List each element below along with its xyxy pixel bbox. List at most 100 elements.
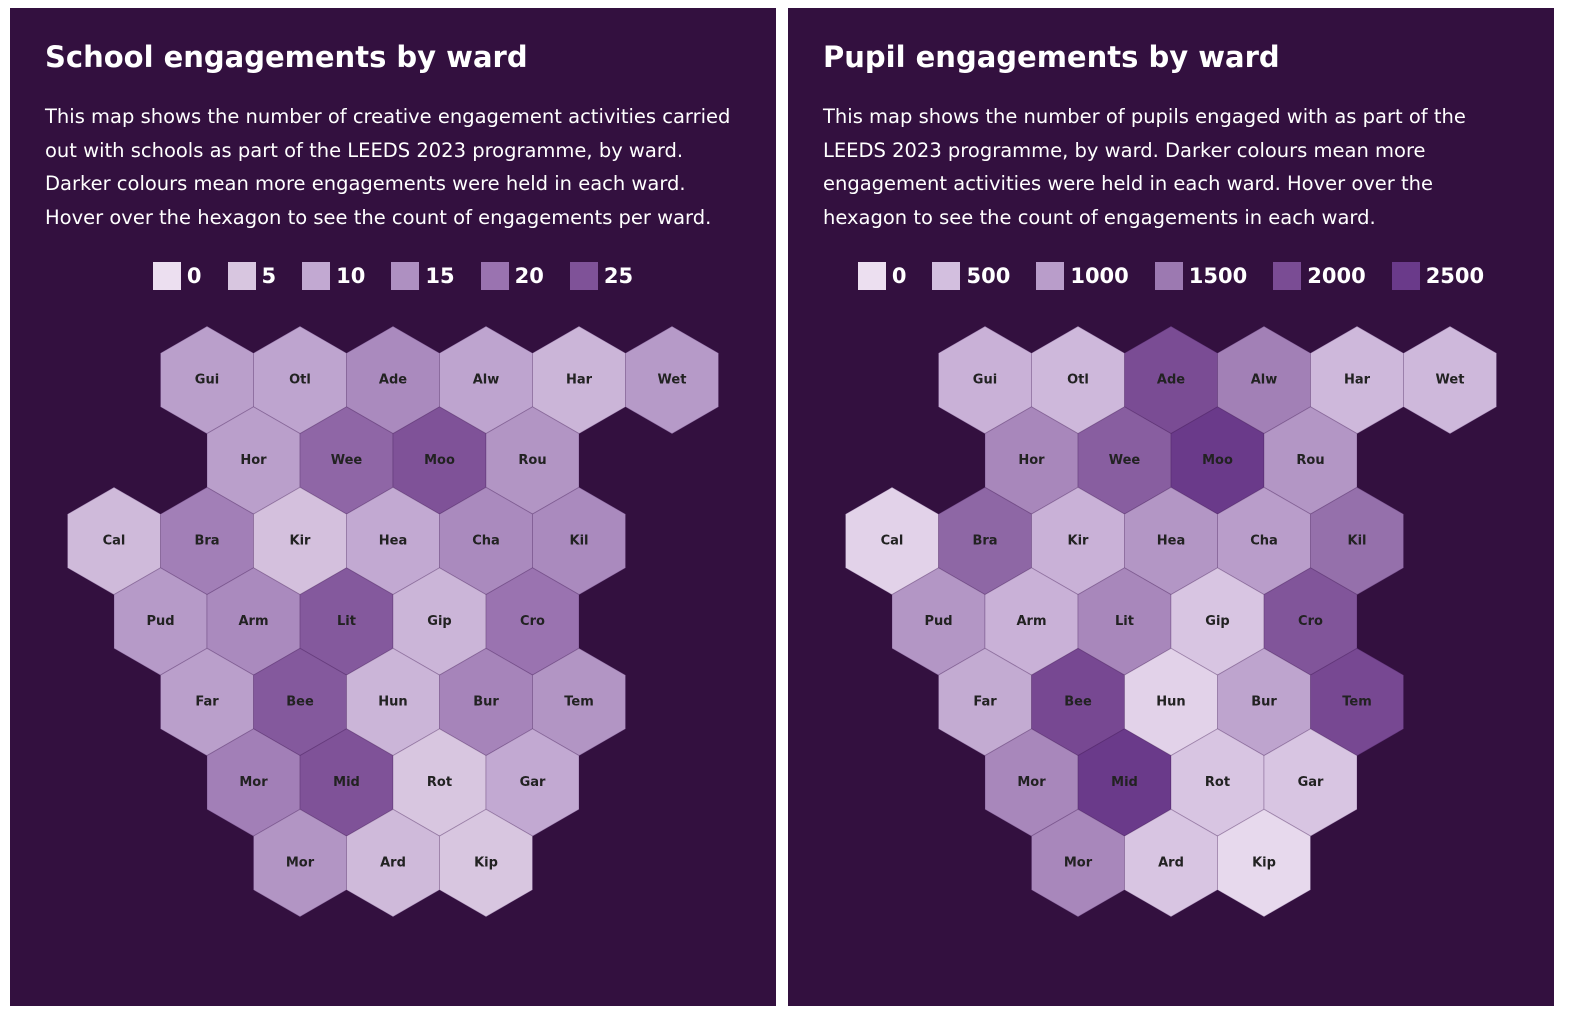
legend-label: 10 bbox=[336, 264, 366, 288]
chart-title: Pupil engagements by ward bbox=[823, 40, 1280, 74]
ward-label: Hor bbox=[1018, 453, 1045, 468]
legend-label: 2000 bbox=[1307, 264, 1366, 288]
ward-label: Wee bbox=[1109, 453, 1141, 468]
legend-label: 1000 bbox=[1070, 264, 1129, 288]
panel: Gui Otl Ade Alw Har Wet Hor Wee Moo Rou Cal Bra Kir H… bbox=[788, 8, 1554, 1006]
legend-item: 0 bbox=[857, 262, 907, 290]
legend-label: 0 bbox=[186, 264, 202, 288]
ward-label: Mor bbox=[239, 775, 268, 790]
legend-item: 2500 bbox=[1391, 262, 1485, 290]
legend-item: 1500 bbox=[1154, 262, 1248, 290]
ward-label: Lit bbox=[1115, 614, 1134, 629]
legend-item: 10 bbox=[302, 262, 365, 290]
ward-label: Kir bbox=[1068, 534, 1090, 549]
ward-label: Wet bbox=[658, 373, 687, 388]
hex-map: Gui Otl Ade Alw Har Wet Hor Wee Moo Rou Cal Bra Kir H… bbox=[67, 325, 719, 918]
hexagon bbox=[1217, 808, 1311, 918]
legend-label: 20 bbox=[514, 264, 544, 288]
ward-label: Bur bbox=[1251, 695, 1277, 710]
ward-label: Pud bbox=[146, 614, 174, 629]
ward-label: Cal bbox=[881, 534, 904, 549]
legend: 0 500 1000 1500 2000 2500 bbox=[788, 262, 1554, 290]
ward-label: Har bbox=[1344, 373, 1371, 388]
legend-swatch bbox=[227, 262, 256, 290]
ward-label: Rot bbox=[427, 775, 452, 790]
hexagon bbox=[439, 808, 533, 918]
legend-swatch bbox=[480, 262, 509, 290]
legend-label: 15 bbox=[425, 264, 455, 288]
ward-label: Mor bbox=[1064, 856, 1093, 871]
ward-label: Kil bbox=[570, 534, 589, 549]
legend-item: 20 bbox=[480, 262, 544, 290]
ward-label: Cha bbox=[1250, 534, 1278, 549]
ward-label: Rot bbox=[1205, 775, 1230, 790]
ward-label: Lit bbox=[337, 614, 356, 629]
ward-label: Kip bbox=[1252, 856, 1276, 871]
legend-item: 15 bbox=[391, 262, 455, 290]
legend-label: 5 bbox=[261, 264, 277, 288]
ward-label: Hea bbox=[1157, 534, 1185, 549]
ward-label: Gar bbox=[520, 775, 546, 790]
ward-label: Kil bbox=[1348, 534, 1367, 549]
legend-swatch bbox=[391, 262, 420, 290]
hexagon bbox=[625, 325, 719, 435]
ward-label: Bur bbox=[473, 695, 499, 710]
ward-label: Kir bbox=[290, 534, 312, 549]
legend-swatch bbox=[1391, 262, 1420, 290]
ward-label: Cro bbox=[1298, 614, 1323, 629]
legend-item: 5 bbox=[227, 262, 277, 290]
ward-label: Otl bbox=[1067, 373, 1089, 388]
ward-label: Ard bbox=[380, 856, 406, 871]
legend-item: 2000 bbox=[1273, 262, 1366, 290]
ward-label: Arm bbox=[238, 614, 268, 629]
legend-item: 0 bbox=[152, 262, 202, 290]
ward-label: Pud bbox=[924, 614, 952, 629]
ward-label: Cal bbox=[103, 534, 126, 549]
ward-label: Tem bbox=[1342, 695, 1372, 710]
ward-label: Wet bbox=[1436, 373, 1465, 388]
legend-swatch bbox=[1273, 262, 1302, 290]
legend-swatch bbox=[932, 262, 961, 290]
chart-subtitle: This map shows the number of creative en… bbox=[45, 105, 731, 229]
ward-label: Mid bbox=[333, 775, 360, 790]
ward-label: Gui bbox=[195, 373, 219, 388]
ward-label: Far bbox=[973, 695, 997, 710]
hex-map: Gui Otl Ade Alw Har Wet Hor Wee Moo Rou Cal Bra Kir H… bbox=[845, 325, 1497, 918]
ward-label: Moo bbox=[424, 453, 455, 468]
legend-label: 1500 bbox=[1188, 264, 1248, 288]
ward-label: Gip bbox=[1205, 614, 1229, 629]
legend-item: 1000 bbox=[1036, 262, 1129, 290]
ward-label: Gip bbox=[427, 614, 451, 629]
panel: Gui Otl Ade Alw Har Wet Hor Wee Moo Rou Cal Bra Kir H… bbox=[10, 8, 776, 1006]
legend-swatch bbox=[1036, 262, 1065, 290]
ward-label: Mor bbox=[1017, 775, 1046, 790]
legend-label: 25 bbox=[603, 264, 634, 288]
ward-label: Tem bbox=[564, 695, 594, 710]
legend-swatch bbox=[302, 262, 331, 290]
ward-label: Mor bbox=[286, 856, 315, 871]
ward-label: Bra bbox=[194, 534, 219, 549]
legend-item: 500 bbox=[932, 262, 1010, 290]
legend: 0 5 10 15 20 25 bbox=[10, 262, 776, 290]
ward-label: Ade bbox=[1157, 373, 1185, 388]
ward-label: Hun bbox=[1156, 695, 1185, 710]
legend-swatch bbox=[569, 262, 598, 290]
legend-label: 0 bbox=[891, 264, 907, 288]
ward-label: Alw bbox=[473, 373, 500, 388]
ward-label: Otl bbox=[289, 373, 311, 388]
ward-label: Rou bbox=[1296, 453, 1324, 468]
ward-label: Alw bbox=[1251, 373, 1278, 388]
ward-label: Ade bbox=[379, 373, 407, 388]
ward-label: Hun bbox=[378, 695, 407, 710]
legend-swatch bbox=[152, 262, 181, 290]
ward-label: Wee bbox=[331, 453, 363, 468]
chart-subtitle: This map shows the number of pupils enga… bbox=[823, 105, 1466, 229]
ward-label: Hea bbox=[379, 534, 407, 549]
chart-title: School engagements by ward bbox=[45, 40, 528, 74]
legend-swatch bbox=[1154, 262, 1183, 290]
legend-item: 25 bbox=[569, 262, 634, 290]
legend-label: 500 bbox=[966, 264, 1011, 288]
legend-label: 2500 bbox=[1425, 264, 1485, 288]
ward-label: Rou bbox=[518, 453, 546, 468]
